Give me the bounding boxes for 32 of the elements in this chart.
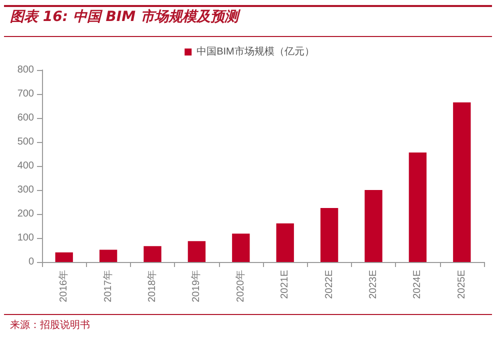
y-tick-label: 500 [17, 136, 34, 148]
chart-title: 图表 16: 中国 BIM 市场规模及预测 [10, 8, 238, 26]
y-tick-label: 100 [17, 232, 34, 244]
y-tick-label: 600 [17, 112, 34, 124]
x-tick-label: 2020年 [234, 270, 246, 302]
bar [55, 252, 73, 262]
y-tick-label: 400 [17, 160, 34, 172]
x-tick-label: 2022E [324, 270, 335, 299]
x-tick-label: 2025E [456, 270, 468, 299]
legend-label: 中国BIM市场规模（亿元） [196, 46, 314, 58]
bar [320, 208, 338, 262]
y-tick-label: 200 [17, 208, 34, 220]
y-tick-label: 800 [17, 64, 34, 76]
bar [144, 246, 162, 262]
bar [453, 102, 471, 262]
bar [364, 190, 382, 262]
x-tick-label: 2021E [280, 270, 291, 299]
bar [408, 152, 427, 262]
x-tick-label: 2019年 [190, 270, 202, 302]
bar [276, 223, 294, 262]
x-tick-label: 2018年 [146, 270, 158, 302]
x-tick-label: 2023E [368, 270, 379, 299]
bar [232, 234, 250, 262]
source-note: 来源：招股说明书 [10, 318, 90, 332]
x-tick-label: 2017年 [102, 270, 114, 302]
y-tick-label: 700 [17, 88, 34, 100]
bar [99, 250, 118, 262]
y-tick-label: 0 [28, 256, 34, 268]
x-tick-label: 2024E [412, 270, 424, 299]
bar [188, 241, 206, 262]
y-tick-label: 300 [17, 184, 34, 196]
x-tick-label: 2016年 [58, 270, 70, 302]
